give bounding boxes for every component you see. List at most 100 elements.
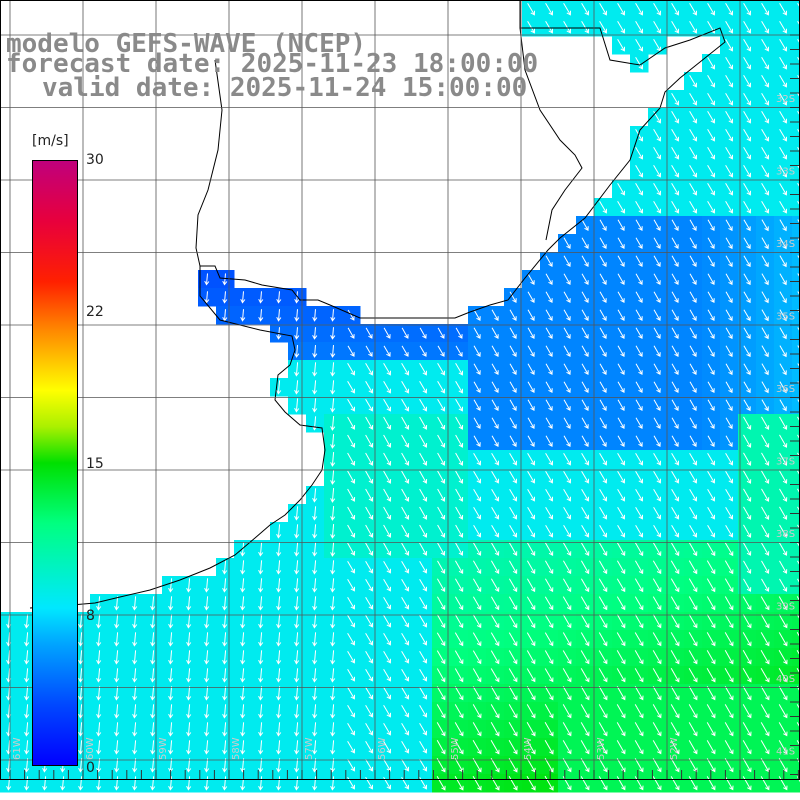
wind-arrow <box>688 704 698 719</box>
wind-arrow <box>689 92 697 106</box>
wind-arrow <box>472 704 482 719</box>
wind-arrow <box>688 722 698 737</box>
wind-arrow <box>276 524 282 539</box>
wind-arrow <box>563 417 571 430</box>
wind-arrow <box>725 237 733 250</box>
wind-arrow <box>778 704 788 719</box>
wind-arrow <box>114 722 120 737</box>
wind-arrow <box>707 488 715 502</box>
wind-cell <box>792 126 800 145</box>
wind-arrow <box>490 775 500 791</box>
wind-arrow <box>78 650 84 665</box>
wind-arrow <box>581 219 589 232</box>
wind-arrow <box>401 452 410 466</box>
wind-arrow <box>671 273 679 286</box>
wind-arrow <box>276 327 282 340</box>
wind-arrow <box>797 542 800 549</box>
wind-arrow <box>330 776 336 791</box>
wind-arrow <box>527 417 535 430</box>
wind-arrow <box>365 704 373 718</box>
wind-arrow <box>635 488 643 502</box>
wind-arrow <box>347 380 355 394</box>
wind-arrow <box>330 434 336 449</box>
wind-arrow <box>508 560 518 574</box>
wind-arrow <box>670 704 680 719</box>
wind-arrow <box>419 452 428 466</box>
wind-arrow <box>725 182 733 196</box>
wind-cell <box>792 774 800 793</box>
wind-arrow <box>617 488 625 502</box>
wind-arrow <box>168 650 174 665</box>
wind-arrow <box>437 560 446 574</box>
wind-arrow <box>707 74 715 88</box>
wind-arrow <box>472 632 482 647</box>
wind-arrow <box>509 399 517 412</box>
wind-arrow <box>725 399 733 412</box>
wind-arrow <box>294 506 300 521</box>
wind-arrow <box>635 291 643 304</box>
wind-arrow <box>330 560 336 575</box>
wind-arrow <box>114 686 120 701</box>
wind-arrow <box>527 345 535 358</box>
wind-arrow <box>797 182 800 189</box>
wind-arrow <box>312 632 318 647</box>
wind-arrow <box>150 776 156 791</box>
wind-arrow <box>725 20 733 34</box>
wind-arrow <box>365 596 373 610</box>
wind-arrow <box>653 399 661 412</box>
wind-arrow <box>240 632 246 647</box>
wind-arrow <box>330 758 336 773</box>
wind-arrow <box>526 722 536 737</box>
wind-arrow <box>347 596 355 610</box>
wind-arrow <box>330 309 336 322</box>
wind-arrow <box>527 273 535 286</box>
wind-arrow <box>114 650 120 665</box>
wind-arrow <box>671 309 679 322</box>
wind-arrow <box>78 632 84 647</box>
wind-arrow <box>725 291 733 304</box>
wind-cell <box>792 36 800 55</box>
wind-arrow <box>581 309 589 322</box>
wind-arrow <box>294 309 300 322</box>
wind-arrow <box>778 614 788 629</box>
wind-arrow <box>796 686 800 693</box>
wind-arrow <box>761 128 769 142</box>
wind-arrow <box>150 632 156 647</box>
wind-arrow <box>653 309 661 322</box>
wind-cell <box>792 144 800 163</box>
wind-arrow <box>779 20 787 34</box>
wind-arrow <box>24 740 30 755</box>
wind-arrow <box>437 452 446 466</box>
wind-arrow <box>562 740 572 755</box>
wind-arrow <box>545 20 553 34</box>
wind-arrow <box>347 758 355 772</box>
wind-arrow <box>365 434 374 448</box>
wind-arrow <box>796 667 800 675</box>
wind-arrow <box>454 722 464 737</box>
wind-arrow <box>742 596 752 611</box>
wind-arrow <box>634 722 644 737</box>
wind-arrow <box>707 327 715 339</box>
wind-arrow <box>527 435 535 448</box>
wind-arrow <box>671 327 679 340</box>
wind-arrow <box>797 416 800 423</box>
wind-arrow <box>96 740 102 755</box>
wind-arrow <box>472 668 482 683</box>
wind-arrow <box>240 560 246 575</box>
wind-arrow <box>689 327 697 340</box>
wind-arrow <box>258 740 264 755</box>
wind-arrow <box>598 740 608 755</box>
wind-arrow <box>168 776 174 791</box>
wind-arrow <box>455 524 464 538</box>
wind-arrow <box>222 668 228 683</box>
colorbar-tick-22: 22 <box>86 304 104 320</box>
wind-arrow <box>419 650 427 664</box>
wind-arrow <box>706 722 716 737</box>
wind-arrow <box>24 632 30 647</box>
wind-arrow <box>617 38 625 52</box>
wind-arrow <box>761 273 769 286</box>
wind-arrow <box>455 470 464 484</box>
wind-arrow <box>419 614 427 628</box>
wind-arrow <box>419 740 427 754</box>
wind-arrow <box>509 345 517 358</box>
